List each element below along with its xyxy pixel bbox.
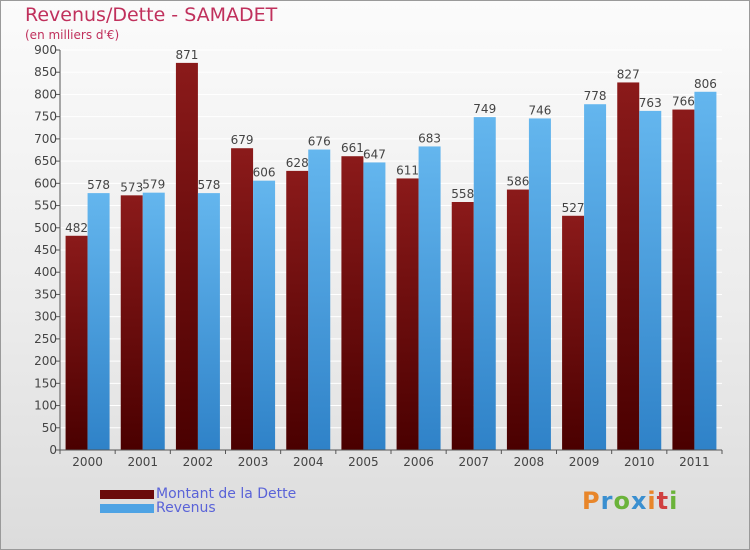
data-label-revenus: 579 xyxy=(142,178,165,192)
bar-revenus xyxy=(584,104,607,450)
bar-dette xyxy=(65,235,88,450)
y-tick-label: 100 xyxy=(34,399,57,413)
data-label-revenus: 676 xyxy=(308,135,331,149)
x-tick-label: 2007 xyxy=(458,455,489,469)
data-label-dette: 628 xyxy=(286,156,309,170)
legend-item-revenus: Revenus xyxy=(100,500,216,516)
bar-dette xyxy=(396,178,419,450)
logo-letter: x xyxy=(630,487,648,515)
x-tick-label: 2009 xyxy=(569,455,600,469)
y-tick-label: 700 xyxy=(34,132,57,146)
x-tick-label: 2004 xyxy=(293,455,324,469)
logo-letter: P xyxy=(582,487,601,515)
chart-subtitle: (en milliers d'€) xyxy=(25,28,120,42)
bar-dette xyxy=(617,82,640,450)
legend-swatch-revenus xyxy=(100,503,154,513)
logo-letter: r xyxy=(600,487,614,515)
data-label-revenus: 606 xyxy=(253,166,276,180)
bar-revenus xyxy=(142,192,165,450)
bar-revenus xyxy=(473,117,496,450)
bar-revenus xyxy=(418,146,441,450)
data-label-dette: 558 xyxy=(451,187,474,201)
y-tick-label: 150 xyxy=(34,376,57,390)
data-label-dette: 482 xyxy=(65,221,88,235)
x-tick-label: 2010 xyxy=(624,455,655,469)
x-tick-label: 2001 xyxy=(127,455,158,469)
data-label-revenus: 763 xyxy=(639,96,662,110)
data-label-dette: 527 xyxy=(562,201,585,215)
y-tick-label: 850 xyxy=(34,65,57,79)
x-tick-label: 2006 xyxy=(403,455,434,469)
data-label-dette: 586 xyxy=(506,175,529,189)
logo-letter: i xyxy=(647,487,657,515)
y-tick-label: 50 xyxy=(42,421,57,435)
logo-letter: i xyxy=(669,487,679,515)
y-tick-label: 500 xyxy=(34,221,57,235)
bar-revenus xyxy=(363,162,386,450)
bar-revenus xyxy=(694,91,717,451)
legend-label-revenus: Revenus xyxy=(156,500,216,516)
bar-dette xyxy=(451,202,474,450)
bar-dette xyxy=(120,195,143,450)
x-tick-label: 2011 xyxy=(679,455,710,469)
y-tick-label: 400 xyxy=(34,265,57,279)
bar-dette xyxy=(672,109,695,451)
y-tick-label: 300 xyxy=(34,310,57,324)
y-tick-label: 250 xyxy=(34,332,57,346)
data-label-dette: 573 xyxy=(120,180,143,194)
y-tick-label: 800 xyxy=(34,87,57,101)
y-tick-label: 600 xyxy=(34,176,57,190)
logo-letter: o xyxy=(613,487,631,515)
data-label-dette: 611 xyxy=(396,163,419,177)
logo-letter: t xyxy=(656,487,670,515)
legend-label-dette: Montant de la Dette xyxy=(156,486,297,502)
y-tick-label: 450 xyxy=(34,243,57,257)
data-label-revenus: 746 xyxy=(528,103,551,117)
bar-dette xyxy=(562,215,585,450)
data-label-revenus: 578 xyxy=(197,178,220,192)
y-tick-label: 550 xyxy=(34,199,57,213)
bar-dette xyxy=(341,156,364,450)
bar-revenus xyxy=(253,180,276,450)
data-label-revenus: 806 xyxy=(694,77,717,91)
data-label-dette: 871 xyxy=(175,48,198,62)
bar-dette xyxy=(506,189,529,451)
chart-title: Revenus/Dette - SAMADET xyxy=(25,4,278,26)
y-tick-label: 200 xyxy=(34,354,57,368)
bar-dette xyxy=(175,62,198,451)
bar-dette xyxy=(286,170,309,450)
x-tick-label: 2002 xyxy=(183,455,214,469)
legend-swatch-dette xyxy=(100,489,154,499)
bar-dette xyxy=(231,148,254,450)
y-tick-label: 0 xyxy=(49,443,57,457)
x-tick-label: 2003 xyxy=(238,455,269,469)
data-label-revenus: 578 xyxy=(87,178,110,192)
data-label-revenus: 778 xyxy=(584,89,607,103)
proxiti-logo: Proxiti xyxy=(582,487,678,515)
data-label-revenus: 647 xyxy=(363,147,386,161)
legend-item-dette: Montant de la Dette xyxy=(100,486,296,502)
y-tick-label: 750 xyxy=(34,110,57,124)
bar-revenus xyxy=(528,118,551,450)
bar-revenus xyxy=(639,110,662,450)
bar-revenus xyxy=(87,193,110,450)
data-label-dette: 827 xyxy=(617,67,640,81)
data-label-dette: 679 xyxy=(231,133,254,147)
y-tick-label: 900 xyxy=(34,43,57,57)
x-tick-label: 2005 xyxy=(348,455,379,469)
x-tick-label: 2008 xyxy=(514,455,545,469)
bar-revenus xyxy=(197,193,220,450)
x-tick-label: 2000 xyxy=(72,455,103,469)
data-label-revenus: 683 xyxy=(418,131,441,145)
data-label-revenus: 749 xyxy=(473,102,496,116)
y-tick-label: 650 xyxy=(34,154,57,168)
bar-revenus xyxy=(308,149,331,451)
data-label-dette: 766 xyxy=(672,95,695,109)
y-tick-label: 350 xyxy=(34,287,57,301)
data-label-dette: 661 xyxy=(341,141,364,155)
